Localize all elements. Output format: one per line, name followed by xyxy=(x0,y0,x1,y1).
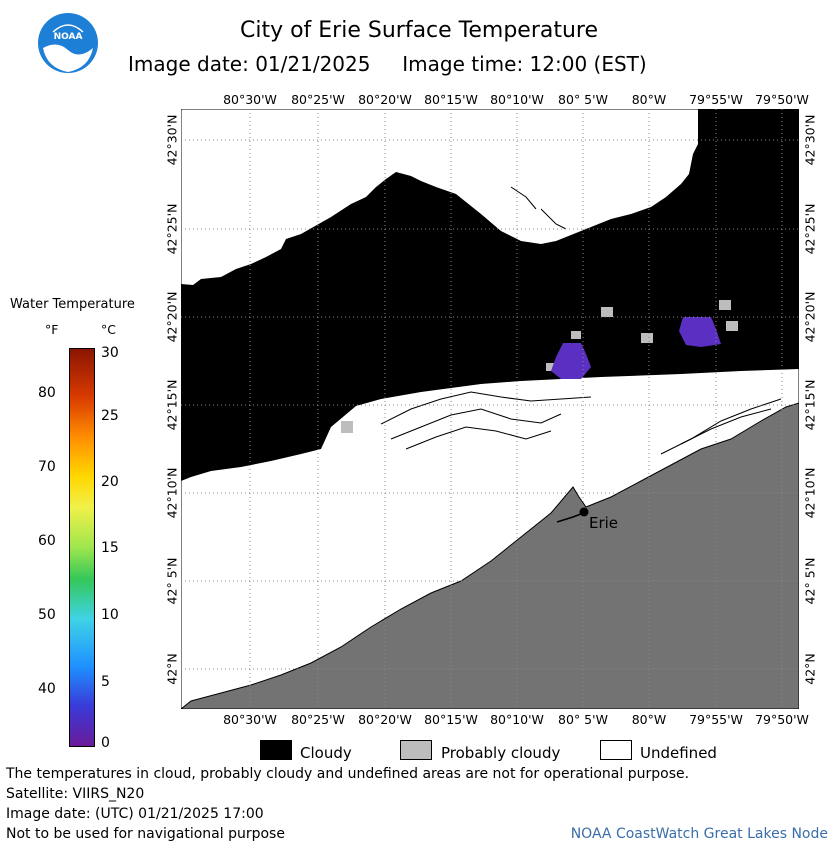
lon-label: 80°W xyxy=(631,712,667,727)
c-tick-label: 5 xyxy=(101,674,110,690)
lat-label: 42°15'N xyxy=(802,379,818,431)
image-date-time: Image date: 01/21/2025 Image time: 12:00… xyxy=(128,52,647,76)
probably-cloudy-patches xyxy=(341,300,738,433)
lon-label: 80°30'W xyxy=(223,712,277,727)
c-tick-label: 30 xyxy=(101,345,119,361)
f-tick-label: 40 xyxy=(38,681,56,697)
f-tick-label: 50 xyxy=(38,607,56,623)
lon-label: 80° 5'W xyxy=(558,712,608,727)
lon-label: 80° 5'W xyxy=(558,92,608,107)
footer-disclaimer: The temperatures in cloud, probably clou… xyxy=(6,766,690,782)
temperature-colorbar xyxy=(69,348,95,747)
footer-navigation-note: Not to be used for navigational purpose xyxy=(6,826,285,842)
cloud-area xyxy=(181,109,799,481)
lon-label: 79°55'W xyxy=(689,712,743,727)
page-title: City of Erie Surface Temperature xyxy=(239,18,599,43)
lon-label: 80°15'W xyxy=(424,92,478,107)
lon-label: 80°25'W xyxy=(291,712,345,727)
key-undefined-label: Undefined xyxy=(640,744,717,762)
land-area xyxy=(181,402,799,709)
c-tick-label: 10 xyxy=(101,607,119,623)
lon-label: 80°W xyxy=(631,92,667,107)
lat-label: 42°N xyxy=(164,653,180,685)
legend-title: Water Temperature xyxy=(10,297,135,312)
lon-label: 79°50'W xyxy=(755,92,809,107)
c-tick-label: 20 xyxy=(101,474,119,490)
c-tick-label: 0 xyxy=(101,735,110,751)
c-tick-label: 25 xyxy=(101,408,119,424)
lon-label: 79°55'W xyxy=(689,92,743,107)
image-time: Image time: 12:00 (EST) xyxy=(402,52,647,76)
lat-label: 42° 5'N xyxy=(164,557,180,605)
temperature-annotation: 35.6 xyxy=(586,342,611,355)
erie-city-marker xyxy=(579,507,589,517)
lon-label: 80°30'W xyxy=(223,92,277,107)
lat-label: 42°20'N xyxy=(164,291,180,343)
temperature-map: Erie 35.6 xyxy=(181,109,799,709)
lat-label: 42°10'N xyxy=(802,467,818,519)
key-probably-cloudy-label: Probably cloudy xyxy=(441,744,561,762)
erie-label: Erie xyxy=(589,514,618,532)
lat-label: 42°20'N xyxy=(802,291,818,343)
lon-label: 80°10'W xyxy=(490,92,544,107)
isotherm-contours xyxy=(380,186,782,518)
lon-label: 80°20'W xyxy=(358,92,412,107)
lon-label: 80°20'W xyxy=(358,712,412,727)
lat-label: 42°30'N xyxy=(164,114,180,166)
f-tick-label: 80 xyxy=(38,385,56,401)
unit-c: °C xyxy=(101,322,116,337)
unit-f: °F xyxy=(45,322,59,337)
key-cloudy-label: Cloudy xyxy=(300,744,352,762)
lon-label: 80°15'W xyxy=(424,712,478,727)
erie-bayfront xyxy=(556,513,582,523)
f-tick-label: 70 xyxy=(38,459,56,475)
lat-label: 42° 5'N xyxy=(802,557,818,605)
lon-label: 80°25'W xyxy=(291,92,345,107)
f-tick-label: 60 xyxy=(38,533,56,549)
lat-label: 42°30'N xyxy=(802,114,818,166)
lon-label: 79°50'W xyxy=(755,712,809,727)
lat-label: 42°25'N xyxy=(164,203,180,255)
lat-label: 42°15'N xyxy=(164,379,180,431)
key-probably-cloudy-swatch xyxy=(400,740,432,760)
noaa-logo: NOAA xyxy=(38,13,98,73)
logo-text: NOAA xyxy=(54,32,83,42)
cold-water-patches xyxy=(551,317,721,379)
footer-utc-date: Image date: (UTC) 01/21/2025 17:00 xyxy=(6,806,264,822)
c-tick-label: 15 xyxy=(101,540,119,556)
footer-satellite: Satellite: VIIRS_N20 xyxy=(6,786,145,802)
lat-label: 42°10'N xyxy=(164,467,180,519)
graticule xyxy=(181,109,799,709)
key-cloudy-swatch xyxy=(260,740,292,760)
lat-label: 42°25'N xyxy=(802,203,818,255)
key-undefined-swatch xyxy=(600,740,632,760)
lat-label: 42°N xyxy=(802,653,818,685)
credit-link[interactable]: NOAA CoastWatch Great Lakes Node xyxy=(570,826,828,842)
image-date: Image date: 01/21/2025 xyxy=(128,52,371,76)
lon-label: 80°10'W xyxy=(490,712,544,727)
